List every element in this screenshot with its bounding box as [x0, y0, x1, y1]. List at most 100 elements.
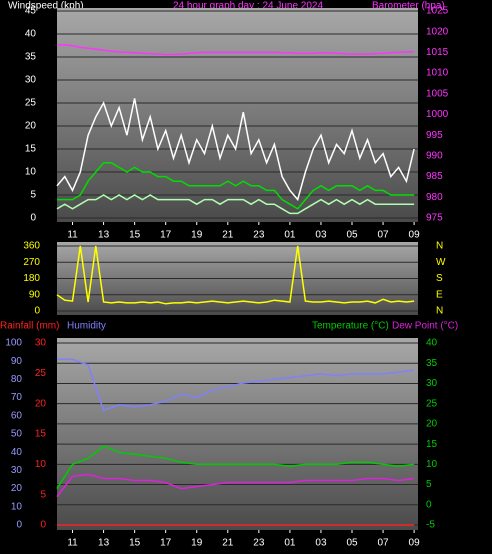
x-tick-label: 03	[315, 538, 327, 549]
tick-label: 980	[426, 192, 443, 203]
tick-label: 360	[23, 241, 40, 252]
tick-label: 40	[25, 29, 37, 40]
x-tick-label: 09	[409, 230, 421, 241]
x-tick-label: 13	[98, 230, 110, 241]
tick-label: 20	[35, 398, 47, 409]
series-line	[56, 473, 415, 498]
tick-label: S	[436, 273, 443, 284]
x-tick-label: 07	[378, 538, 390, 549]
plot-area	[57, 8, 418, 222]
x-tick-label: 17	[160, 538, 172, 549]
x-tick-label: 19	[191, 538, 203, 549]
tick-label: 25	[426, 398, 438, 409]
x-tick-label: 05	[346, 230, 358, 241]
x-tick-label: 01	[284, 230, 296, 241]
series-line	[56, 445, 415, 490]
tick-label: 10	[426, 459, 438, 470]
tick-label: 1000	[426, 109, 449, 120]
legend-label: Dew Point (°C)	[392, 321, 458, 332]
x-tick-label: 11	[67, 230, 78, 241]
x-tick-label: 21	[222, 538, 234, 549]
x-tick-label: 13	[98, 538, 110, 549]
tick-label: 0	[30, 213, 36, 224]
x-tick-label: 23	[253, 538, 265, 549]
x-tick-label: 15	[129, 230, 141, 241]
tick-label: 40	[11, 447, 23, 458]
barometer-axis-label: Barometer (hpa)	[372, 1, 445, 12]
x-tick-label: 11	[67, 538, 78, 549]
x-tick-label: 01	[284, 538, 296, 549]
tick-label: 1025	[426, 6, 449, 17]
plot-area	[57, 338, 418, 530]
tick-label: 15	[426, 439, 438, 450]
tick-label: 90	[29, 289, 41, 300]
x-tick-label: 23	[253, 230, 265, 241]
x-tick-label: 07	[378, 230, 390, 241]
tick-label: 5	[30, 190, 36, 201]
tick-label: 35	[25, 52, 37, 63]
tick-label: 985	[426, 171, 443, 182]
tick-label: 1005	[426, 88, 449, 99]
chart-title: 24 hour graph day : 24 June 2024	[173, 1, 324, 12]
tick-label: 975	[426, 213, 443, 224]
tick-label: 30	[25, 75, 37, 86]
tick-label: E	[436, 289, 443, 300]
series-line	[57, 44, 415, 56]
legend-label: Rainfall (mm)	[0, 321, 59, 332]
wind-axis-label: Windspeed (kph)	[8, 1, 84, 12]
x-tick-label: 17	[160, 230, 172, 241]
tick-label: 20	[25, 121, 37, 132]
tick-label: 15	[25, 144, 37, 155]
legend-label: Temperature (°C)	[312, 321, 389, 332]
tick-label: 40	[426, 338, 438, 349]
x-tick-label: 15	[129, 538, 141, 549]
tick-label: 10	[35, 459, 47, 470]
tick-label: 0	[426, 499, 432, 510]
tick-label: 20	[11, 483, 23, 494]
tick-label: 35	[426, 358, 438, 369]
tick-label: 30	[35, 338, 47, 349]
tick-label: N	[436, 241, 443, 252]
tick-label: 30	[11, 465, 23, 476]
tick-label: -5	[426, 520, 435, 531]
tick-label: N	[436, 306, 443, 317]
series-line	[57, 358, 415, 412]
tick-label: 45	[25, 6, 37, 17]
tick-label: 15	[35, 429, 47, 440]
series-line	[57, 162, 415, 210]
tick-label: 0	[40, 520, 46, 531]
series-line	[56, 245, 415, 305]
x-tick-label: 03	[315, 230, 327, 241]
tick-label: 100	[5, 338, 22, 349]
tick-label: 20	[426, 419, 438, 430]
tick-label: 1020	[426, 26, 449, 37]
tick-label: 0	[34, 306, 40, 317]
legend-label: Humidity	[67, 321, 106, 332]
series-line	[56, 194, 415, 215]
x-tick-label: 19	[191, 230, 203, 241]
tick-label: 70	[11, 392, 23, 403]
tick-label: 25	[25, 98, 37, 109]
x-tick-label: 05	[346, 538, 358, 549]
tick-label: 30	[426, 378, 438, 389]
series-line	[56, 98, 415, 202]
tick-label: 270	[23, 257, 40, 268]
tick-label: 1010	[426, 68, 449, 79]
tick-label: 10	[11, 501, 23, 512]
tick-label: 60	[11, 410, 23, 421]
tick-label: 0	[16, 520, 22, 531]
tick-label: 180	[23, 273, 40, 284]
tick-label: 80	[11, 374, 23, 385]
tick-label: 5	[40, 489, 46, 500]
tick-label: 5	[426, 479, 432, 490]
x-tick-label: 21	[222, 230, 234, 241]
tick-label: 90	[11, 356, 23, 367]
tick-label: W	[436, 257, 446, 268]
tick-label: 990	[426, 151, 443, 162]
tick-label: 1015	[426, 47, 449, 58]
tick-label: 10	[25, 167, 37, 178]
x-tick-label: 09	[409, 538, 421, 549]
tick-label: 995	[426, 130, 443, 141]
tick-label: 50	[11, 429, 23, 440]
